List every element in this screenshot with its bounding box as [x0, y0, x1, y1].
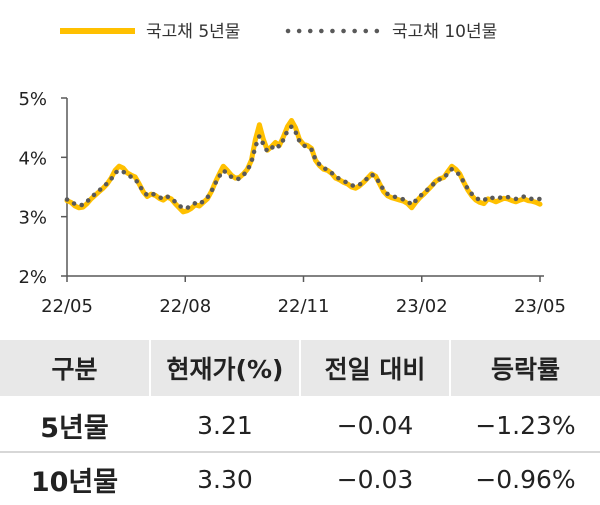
- table-row: 5년물 3.21 −0.04 −1.23%: [0, 396, 600, 453]
- cell-change-rate: −1.23%: [449, 396, 600, 453]
- y-ticks: 2% 3% 4% 5%: [18, 89, 67, 288]
- cell-current-price: 3.30: [149, 452, 300, 505]
- cell-day-change: −0.04: [299, 396, 450, 453]
- legend-label-10y: 국고채 10년물: [392, 22, 497, 42]
- row-label: 5년물: [0, 396, 150, 453]
- y-tick-label: 2%: [18, 267, 47, 288]
- cell-day-change: −0.03: [299, 452, 450, 505]
- header-change-rate: 등락률: [449, 340, 600, 398]
- series-line-10y: [64, 124, 543, 211]
- header-category: 구분: [0, 340, 150, 398]
- axes: [66, 98, 544, 277]
- table-header-row: 구분 현재가(%) 전일 대비 등락률: [0, 340, 600, 398]
- x-tick-label: 22/08: [159, 296, 211, 317]
- y-tick-label: 5%: [18, 89, 47, 110]
- header-current-price: 현재가(%): [149, 340, 300, 398]
- x-tick-label: 23/05: [514, 296, 566, 317]
- header-day-change: 전일 대비: [299, 340, 450, 398]
- row-label: 10년물: [30, 466, 119, 498]
- legend-label-5y: 국고채 5년물: [146, 22, 240, 42]
- yield-chart: 국고채 5년물 국고채 10년물 2% 3% 4% 5% 22/05 22/08 22/1…: [18, 22, 566, 317]
- series-line-5y: [64, 118, 543, 215]
- x-tick-label: 22/11: [278, 296, 330, 317]
- summary-table: 구분 현재가(%) 전일 대비 등락률 5년물 3.21 −0.04 −1.23…: [0, 340, 600, 505]
- legend: 국고채 5년물 국고채 10년물: [60, 22, 497, 42]
- x-tick-label: 22/05: [41, 296, 93, 317]
- y-tick-label: 4%: [18, 148, 47, 169]
- x-tick-label: 23/02: [396, 296, 448, 317]
- series-group: [64, 118, 543, 215]
- table-row: 10년물 3.30 −0.03 −0.96%: [0, 452, 600, 505]
- cell-change-rate: −0.96%: [449, 452, 600, 505]
- x-ticks: 22/05 22/08 22/11 23/02 23/05: [41, 276, 566, 317]
- cell-current-price: 3.21: [149, 396, 300, 453]
- y-tick-label: 3%: [18, 208, 47, 229]
